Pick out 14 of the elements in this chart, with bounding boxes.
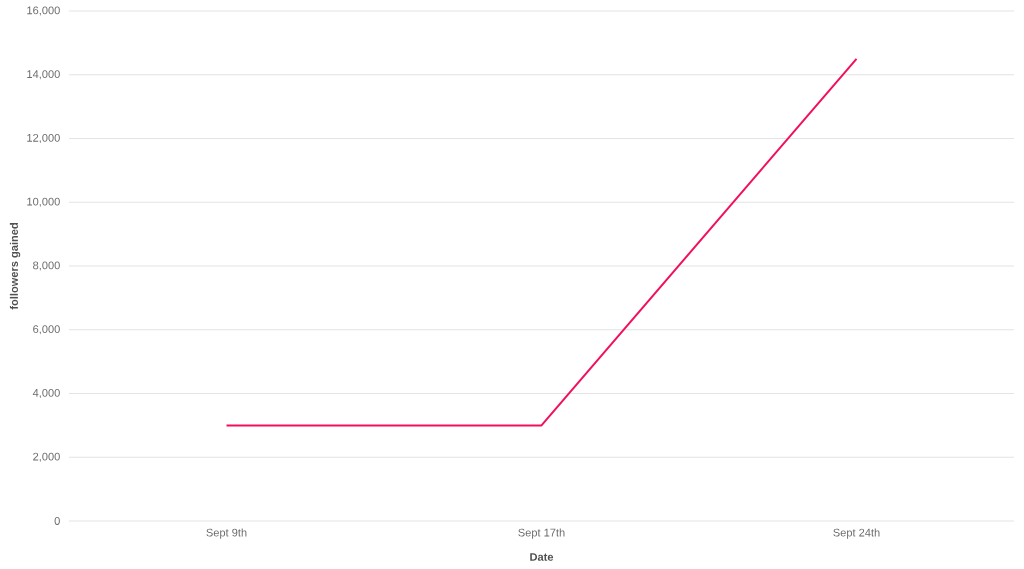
x-axis-title: Date: [530, 553, 554, 561]
y-tick-label: 0: [54, 517, 60, 525]
y-tick-label: 14,000: [27, 70, 60, 80]
y-tick-label: 4,000: [32, 388, 60, 399]
y-tick-label: 16,000: [27, 6, 60, 16]
y-tick-label: 10,000: [27, 197, 60, 207]
x-tick-label: Sept 9th: [206, 528, 247, 539]
y-tick-label: 8,000: [33, 261, 60, 271]
y-axis-title: followers gained: [9, 223, 21, 310]
x-tick-label: Sept 17th: [518, 528, 565, 539]
x-tick-label: Sept 24th: [833, 528, 880, 539]
y-tick-label: 12,000: [27, 133, 60, 144]
y-tick-label: 6,000: [33, 325, 60, 335]
y-tick-label: 2,000: [33, 452, 60, 462]
